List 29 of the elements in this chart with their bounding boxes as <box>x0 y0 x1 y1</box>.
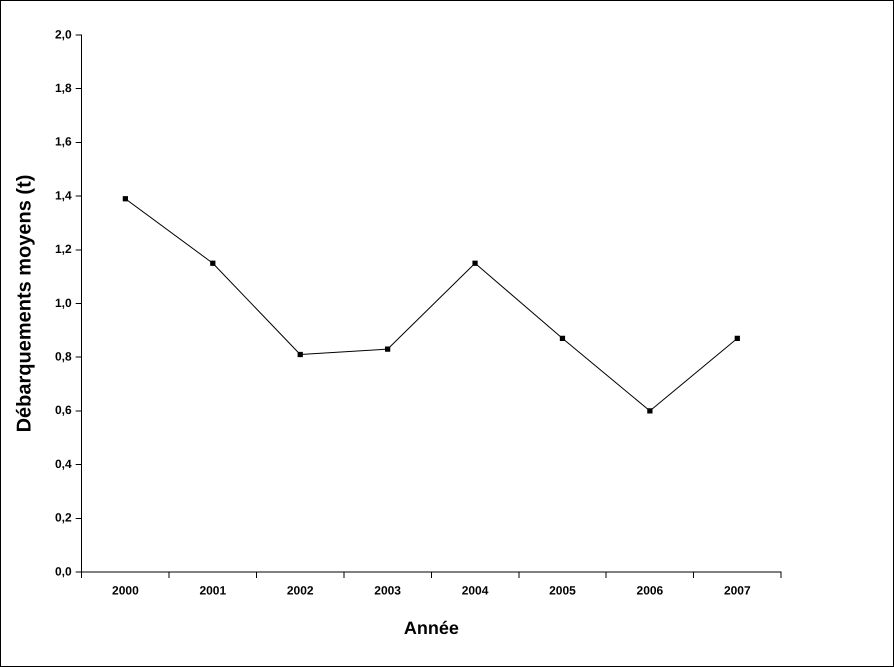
x-tick-label: 2003 <box>374 584 402 598</box>
y-tick-label: 1,4 <box>54 188 72 202</box>
y-tick-label: 0,0 <box>54 564 72 578</box>
y-tick-label: 1,2 <box>54 242 72 256</box>
y-tick-label: 0,8 <box>54 350 72 364</box>
point <box>734 336 740 342</box>
x-tick-label: 2005 <box>549 584 576 598</box>
point <box>122 196 128 202</box>
y-tick-label: 0,2 <box>54 510 72 525</box>
y-tick-label: 0,4 <box>54 456 72 471</box>
point <box>647 408 652 414</box>
x-tick-label: 2006 <box>636 584 664 598</box>
y-tick-label: 2,0 <box>54 27 72 42</box>
x-tick-label: 2007 <box>724 584 751 598</box>
x-tick-label: 2001 <box>199 584 226 598</box>
point <box>472 260 478 266</box>
y-tick-label: 1,8 <box>54 81 72 96</box>
x-axis-title: Année <box>404 618 459 638</box>
x-tick-label: 2000 <box>112 584 140 598</box>
y-tick-label: 0,6 <box>54 403 72 418</box>
point <box>298 352 303 358</box>
point <box>385 346 390 352</box>
point <box>210 260 216 266</box>
point <box>560 336 566 342</box>
x-tick-label: 2004 <box>462 584 489 598</box>
y-axis-title: Débarquements moyens (t) <box>14 174 36 432</box>
y-tick-label: 1,6 <box>54 134 72 149</box>
x-tick-label: 2002 <box>286 584 314 598</box>
y-tick-label: 1,0 <box>54 296 72 310</box>
